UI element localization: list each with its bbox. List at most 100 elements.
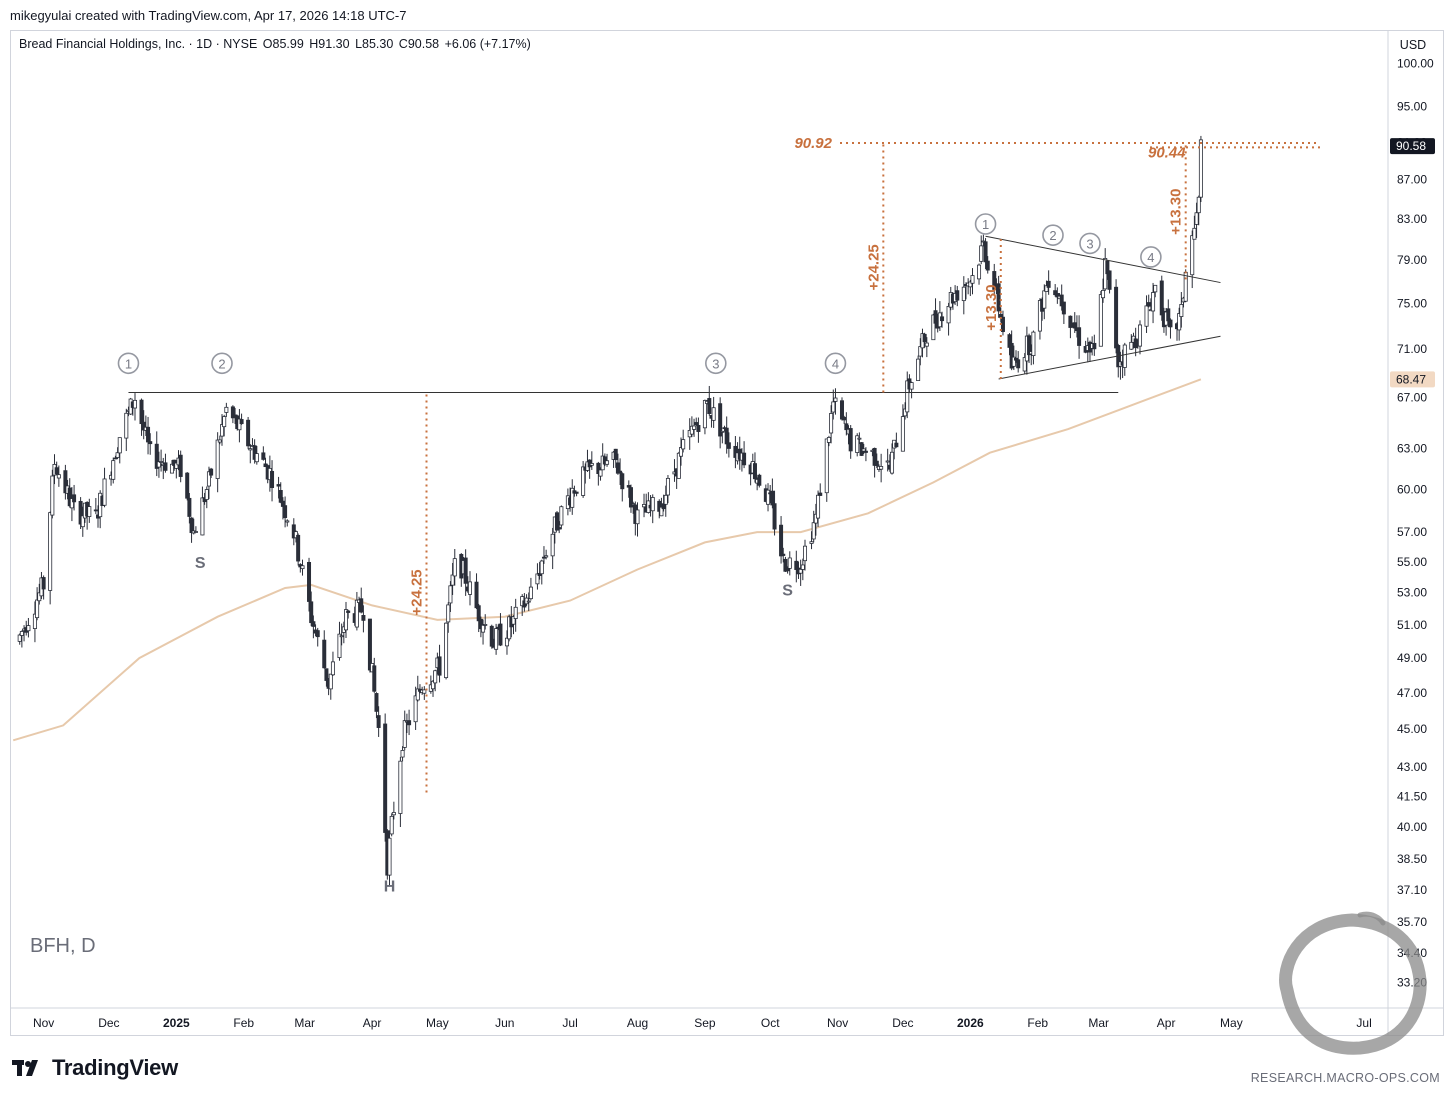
candle-body [1146, 302, 1151, 307]
enso-watermark [1279, 911, 1427, 1055]
candle-body [330, 661, 335, 676]
candle-body [507, 616, 512, 640]
candle-body [1098, 294, 1103, 347]
candle-body [50, 475, 55, 516]
candle-body [111, 460, 116, 480]
candle-body [894, 442, 899, 448]
time-axis: Nov Dec 2025 Feb Mar Apr May Jun Jul Aug Sep Oct Nov… [33, 1016, 1372, 1030]
tradingview-logo[interactable]: TradingView [12, 1055, 178, 1081]
candle-body [720, 430, 725, 433]
tradingview-brand: TradingView [52, 1055, 178, 1080]
candle-body [779, 524, 784, 557]
pattern-label: H [384, 878, 396, 895]
candle-body [315, 630, 320, 638]
candle-body [809, 541, 814, 544]
pivot-marker-label: 2 [1049, 228, 1056, 243]
candle-body [676, 452, 681, 479]
y-tick-label: 43.00 [1397, 760, 1427, 774]
candle-body [657, 500, 662, 512]
candle-body [141, 421, 146, 431]
symbol-legend: Bread Financial Holdings, Inc. · 1D · NY… [19, 37, 533, 51]
currency-selector[interactable]: USD [1390, 31, 1436, 59]
candle-body [833, 397, 838, 402]
candle-body [620, 473, 625, 490]
x-tick-label: Dec [98, 1016, 119, 1030]
candle-body [559, 506, 564, 526]
pivot-marker-circle [824, 352, 847, 375]
candle-body [979, 245, 984, 262]
y-tick-label: 51.00 [1397, 618, 1427, 632]
candle-body [537, 572, 542, 576]
candle-body [407, 720, 412, 726]
candle-body [1042, 290, 1047, 309]
candle-body [35, 599, 40, 619]
pivot-marker-label: 3 [1086, 236, 1093, 251]
candle-body [711, 407, 716, 421]
candle-body [389, 815, 394, 835]
candle-body [1153, 284, 1158, 293]
candle-body [1129, 341, 1134, 350]
x-tick-label: Aug [627, 1016, 648, 1030]
y-tick-label: 47.00 [1397, 686, 1427, 700]
candle-body [996, 283, 1001, 312]
candle-body [528, 586, 533, 600]
candle-body [474, 581, 479, 609]
candle-body [872, 447, 877, 466]
candle-body [692, 425, 697, 430]
candle-body [1031, 331, 1036, 357]
candle-body [494, 628, 499, 650]
candle-body [398, 760, 403, 814]
candle-body [1092, 342, 1097, 350]
candle-body [41, 577, 46, 590]
candle-body [535, 573, 540, 585]
candle-body [467, 581, 472, 595]
x-tick-label: 2025 [163, 1016, 190, 1030]
x-tick-label: Feb [233, 1016, 254, 1030]
pivot-marker-label: 1 [125, 356, 132, 371]
candle-body [278, 490, 283, 503]
candle-body [1122, 344, 1127, 368]
y-tick-label: 71.00 [1397, 342, 1427, 356]
candle-body [742, 452, 747, 466]
candle-body [811, 522, 816, 540]
candle-body [879, 466, 884, 470]
x-tick-label: Mar [1088, 1016, 1109, 1030]
candle-body [581, 466, 586, 496]
y-tick-label: 79.00 [1397, 253, 1427, 267]
candle-body [752, 463, 757, 480]
x-tick-label: Jul [1356, 1016, 1371, 1030]
legend-change: +6.06 (+7.17%) [444, 37, 531, 51]
candle-body [80, 515, 85, 528]
candle-body [813, 513, 818, 524]
candle-body [344, 609, 349, 631]
candle-body [285, 520, 290, 523]
candle-body [72, 494, 77, 503]
candle-body [478, 618, 483, 630]
candle-body [1068, 315, 1073, 328]
candle-body [239, 419, 244, 425]
candle-body [354, 599, 359, 628]
candle-body [237, 418, 242, 431]
candle-body [970, 275, 975, 284]
candle-body [383, 723, 388, 833]
target-label: 90.92 [794, 135, 832, 152]
candle-body [831, 401, 836, 413]
candle-body [863, 450, 868, 453]
candle-body [770, 490, 775, 506]
candle-body [483, 624, 488, 626]
candle-body [146, 426, 151, 443]
candle-body [631, 503, 636, 506]
candle-body [1190, 235, 1195, 276]
candle-body [32, 613, 37, 629]
candle-body [824, 438, 829, 494]
candle-body [618, 470, 623, 474]
candle-body [555, 512, 560, 531]
pivot-marker-circle [1140, 246, 1162, 268]
y-tick-label: 40.00 [1397, 820, 1427, 834]
chart-frame[interactable] [10, 30, 1444, 1036]
candle-body [905, 380, 910, 413]
candle-body [187, 497, 192, 517]
candle-body [598, 469, 603, 477]
candle-body [903, 408, 908, 417]
